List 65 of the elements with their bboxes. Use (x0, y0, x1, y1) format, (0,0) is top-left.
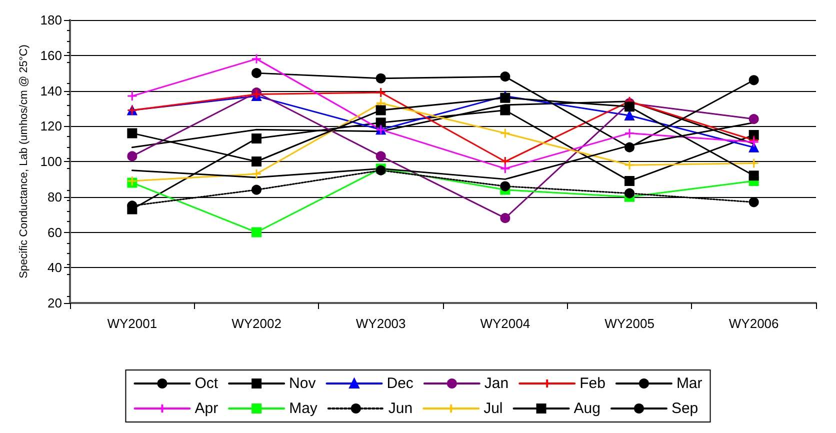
point (748, 158, 760, 169)
y-tick-label: 160 (40, 48, 62, 63)
legend-label: Jan (484, 375, 509, 392)
x-tick-label: WY2001 (107, 316, 158, 331)
point (126, 90, 138, 102)
point (252, 227, 262, 238)
point (500, 72, 510, 82)
point (251, 168, 262, 180)
point (624, 188, 634, 198)
legend-label: Apr (194, 400, 218, 417)
x-tick-label: WY2004 (480, 316, 530, 331)
point (500, 128, 510, 138)
x-tick-label: WY2003 (356, 316, 406, 331)
point (376, 151, 386, 162)
point (252, 68, 262, 78)
point (500, 213, 510, 224)
legend-label: Oct (194, 375, 219, 392)
point (500, 92, 510, 103)
point (624, 176, 634, 186)
legend-label: Dec (386, 375, 414, 392)
y-tick-label: 120 (40, 118, 62, 134)
legend-label: Jun (388, 400, 413, 417)
y-tick-label: 40 (48, 260, 62, 276)
legend-label: Mar (676, 375, 702, 392)
legend-label: Feb (580, 375, 606, 392)
point (624, 110, 634, 121)
y-tick-label: 20 (48, 296, 62, 310)
legend-label: Aug (574, 400, 600, 417)
point (252, 156, 262, 166)
point (748, 142, 759, 152)
y-tick-label: 80 (48, 189, 62, 204)
point (376, 118, 386, 128)
y-tick-label: 100 (40, 154, 62, 169)
point (252, 184, 262, 195)
y-tick-label: 60 (48, 224, 62, 240)
legend-label: Nov (289, 375, 316, 392)
point (748, 197, 759, 208)
point (624, 102, 634, 112)
point (127, 128, 138, 138)
point (624, 142, 634, 152)
point (251, 54, 262, 64)
point (500, 156, 510, 167)
legend-label: Sep (671, 400, 698, 417)
point (624, 160, 635, 170)
point (500, 181, 510, 192)
point (376, 105, 386, 116)
y-tick-label: 140 (40, 83, 62, 98)
point (748, 75, 759, 86)
legend-label: Jul (484, 400, 503, 417)
point (252, 134, 262, 144)
x-tick-label: WY2002 (232, 316, 282, 331)
point (748, 114, 759, 124)
point (748, 170, 759, 181)
legend-label: May (289, 400, 318, 417)
point (500, 163, 510, 174)
point (127, 151, 138, 162)
x-tick-label: WY2005 (604, 316, 654, 331)
point (500, 105, 510, 116)
point (748, 130, 759, 140)
point (624, 128, 635, 138)
y-axis-title: Specific Conductance, Lab (umhos/cm @ 25°C) (18, 44, 30, 278)
x-tick-label: WY2006 (728, 316, 779, 331)
y-tick-label: 180 (40, 12, 62, 28)
point (376, 87, 386, 98)
point (376, 73, 386, 84)
